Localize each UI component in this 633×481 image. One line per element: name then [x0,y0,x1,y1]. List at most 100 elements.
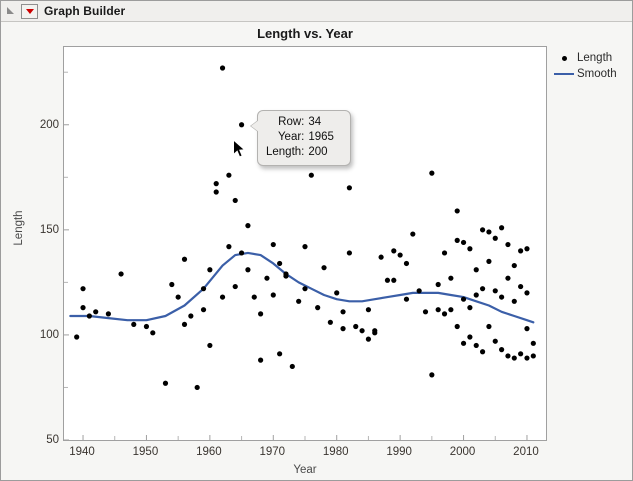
scatter-point[interactable] [131,321,137,328]
scatter-point[interactable] [499,294,505,300]
scatter-points[interactable] [74,65,536,391]
scatter-point[interactable] [308,172,314,178]
scatter-point[interactable] [175,294,181,300]
scatter-point[interactable] [181,321,188,328]
scatter-point[interactable] [270,292,276,298]
scatter-point[interactable] [277,351,283,357]
scatter-point[interactable] [530,353,536,359]
scatter-point[interactable] [429,170,435,176]
scatter-point[interactable] [454,237,460,243]
scatter-point[interactable] [74,334,80,340]
scatter-point[interactable] [86,313,92,319]
plot-frame[interactable] [63,46,547,441]
scatter-point[interactable] [200,307,207,313]
scatter-point[interactable] [340,326,346,332]
red-dropdown-icon[interactable] [21,3,38,19]
scatter-point[interactable] [302,286,308,292]
scatter-point[interactable] [353,323,359,330]
scatter-point[interactable] [524,326,530,332]
scatter-point[interactable] [181,256,188,262]
scatter-point[interactable] [238,250,245,256]
scatter-point[interactable] [105,311,111,317]
scatter-point[interactable] [460,296,467,302]
scatter-point[interactable] [232,283,238,290]
scatter-point[interactable] [245,223,251,229]
scatter-point[interactable] [441,311,448,317]
scatter-point[interactable] [327,319,333,325]
scatter-point[interactable] [486,258,492,264]
scatter-point[interactable] [454,323,460,330]
scatter-point[interactable] [467,246,473,252]
scatter-point[interactable] [213,189,219,195]
scatter-point[interactable] [226,244,232,250]
scatter-point[interactable] [213,181,219,187]
scatter-point[interactable] [479,349,486,355]
scatter-point[interactable] [169,281,175,288]
scatter-point[interactable] [467,334,473,340]
scatter-point[interactable] [277,260,283,267]
scatter-point[interactable] [473,267,479,273]
scatter-point[interactable] [359,328,365,334]
scatter-point[interactable] [378,254,384,260]
scatter-point[interactable] [188,313,194,319]
scatter-point[interactable] [435,307,441,313]
scatter-point[interactable] [403,296,410,302]
scatter-point[interactable] [150,330,156,336]
scatter-point[interactable] [435,281,441,288]
scatter-point[interactable] [365,336,372,342]
scatter-point[interactable] [460,239,467,246]
scatter-point[interactable] [346,250,352,256]
scatter-point[interactable] [524,246,530,252]
scatter-point[interactable] [258,357,264,363]
scatter-point[interactable] [391,248,397,254]
scatter-point[interactable] [264,275,270,281]
scatter-point[interactable] [524,290,530,296]
scatter-point[interactable] [429,372,435,378]
scatter-point[interactable] [80,305,86,311]
scatter-point[interactable] [499,347,505,353]
scatter-point[interactable] [283,273,289,279]
scatter-point[interactable] [505,353,511,359]
scatter-point[interactable] [238,122,245,128]
scatter-point[interactable] [391,277,397,283]
scatter-point[interactable] [410,231,416,237]
scatter-point[interactable] [245,267,251,273]
scatter-point[interactable] [505,241,511,248]
scatter-point[interactable] [346,185,352,191]
scatter-point[interactable] [486,323,492,330]
scatter-point[interactable] [270,241,276,248]
scatter-point[interactable] [518,283,524,290]
scatter-point[interactable] [530,340,536,346]
scatter-point[interactable] [365,307,372,313]
scatter-point[interactable] [448,275,454,281]
scatter-point[interactable] [296,298,302,304]
scatter-point[interactable] [143,323,150,330]
scatter-point[interactable] [511,298,517,304]
scatter-point[interactable] [473,292,479,298]
scatter-point[interactable] [80,286,86,292]
scatter-point[interactable] [416,288,422,294]
scatter-point[interactable] [397,252,403,258]
scatter-point[interactable] [302,244,308,250]
scatter-point[interactable] [340,309,346,315]
scatter-point[interactable] [372,328,378,334]
scatter-point[interactable] [207,342,213,349]
scatter-point[interactable] [454,208,460,214]
scatter-point[interactable] [93,309,99,315]
scatter-point[interactable] [384,277,391,283]
scatter-point[interactable] [460,340,467,346]
scatter-point[interactable] [258,311,264,317]
scatter-point[interactable] [448,307,454,313]
scatter-point[interactable] [479,227,486,233]
scatter-point[interactable] [441,250,448,256]
scatter-point[interactable] [511,355,517,361]
scatter-point[interactable] [251,294,257,300]
scatter-point[interactable] [486,229,492,235]
scatter-point[interactable] [511,262,517,269]
scatter-point[interactable] [232,197,238,204]
scatter-point[interactable] [422,309,429,315]
legend-item[interactable]: Smooth [553,66,631,82]
scatter-point[interactable] [403,260,410,267]
scatter-point[interactable] [118,271,124,277]
scatter-point[interactable] [194,384,200,391]
